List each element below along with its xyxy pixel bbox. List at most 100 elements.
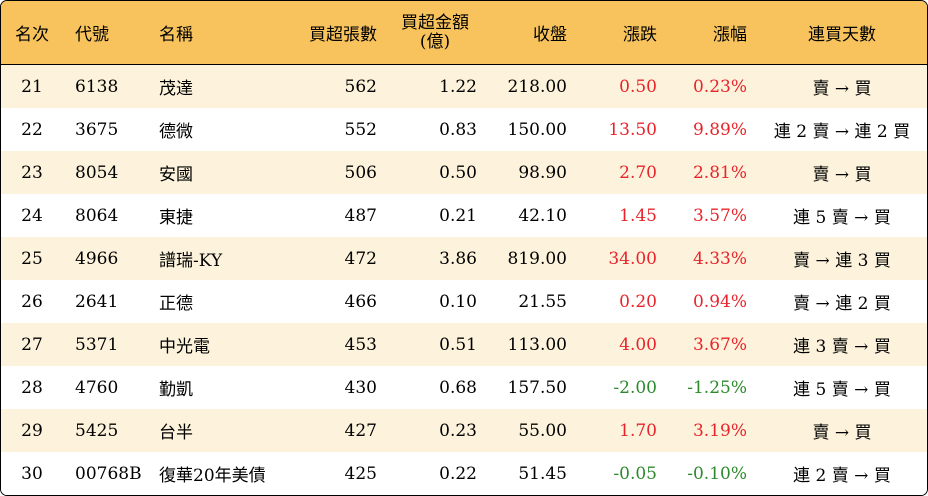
cell-net-buy-lots: 466	[344, 291, 377, 312]
cell-change: 13.50	[608, 119, 657, 140]
cell-net-buy-lots: 425	[344, 463, 377, 484]
cell-name: 復華20年美債	[159, 466, 266, 486]
cell-change: 0.20	[619, 291, 657, 312]
cell-net-buy-lots: 506	[344, 162, 377, 183]
cell-streak: 連 2 賣 → 買	[793, 466, 891, 486]
cell-change: -0.05	[613, 463, 657, 484]
cell-code: 4760	[75, 377, 119, 398]
cell-code: 3675	[75, 119, 119, 140]
cell-rank: 30	[21, 463, 43, 484]
cell-rank: 25	[21, 248, 43, 269]
table-row: 22 3675 德微 552 0.83 150.00 13.50 9.89% 連 2 賣 → 連…	[1, 108, 927, 151]
cell-change-pct: 4.33%	[692, 248, 747, 269]
cell-net-buy-lots: 562	[344, 76, 377, 97]
cell-close: 113.00	[507, 334, 567, 355]
header-net-buy-amount-line1: 買超金額	[401, 12, 469, 33]
cell-change-pct: 3.19%	[692, 420, 747, 441]
cell-change: 34.00	[608, 248, 657, 269]
header-close: 收盤	[533, 25, 567, 45]
cell-close: 55.00	[518, 420, 567, 441]
cell-change-pct: 0.23%	[692, 76, 747, 97]
cell-streak: 連 5 賣 → 買	[793, 208, 891, 228]
cell-close: 21.55	[518, 291, 567, 312]
cell-close: 51.45	[518, 463, 567, 484]
cell-net-buy-amount: 0.50	[439, 162, 477, 183]
cell-rank: 26	[21, 291, 43, 312]
cell-code: 5425	[75, 420, 119, 441]
cell-close: 218.00	[507, 76, 567, 97]
cell-change-pct: -1.25%	[687, 377, 747, 398]
header-name: 名稱	[159, 25, 193, 45]
cell-streak: 連 3 賣 → 買	[793, 337, 891, 357]
table-row: 21 6138 茂達 562 1.22 218.00 0.50 0.23% 賣 → 買	[1, 65, 927, 108]
cell-code: 8054	[75, 162, 119, 183]
cell-streak: 賣 → 連 2 買	[793, 294, 891, 314]
table-row: 26 2641 正德 466 0.10 21.55 0.20 0.94% 賣 → 連 2 買	[1, 280, 927, 323]
cell-code: 6138	[75, 76, 119, 97]
cell-name: 譜瑞-KY	[159, 251, 223, 271]
table-row: 23 8054 安國 506 0.50 98.90 2.70 2.81% 賣 → 買	[1, 151, 927, 194]
cell-change: 1.70	[619, 420, 657, 441]
cell-rank: 29	[21, 420, 43, 441]
cell-code: 8064	[75, 205, 119, 226]
cell-change-pct: 3.57%	[692, 205, 747, 226]
cell-name: 勤凱	[159, 380, 193, 400]
table-row: 24 8064 東捷 487 0.21 42.10 1.45 3.57% 連 5 賣 → 買	[1, 194, 927, 237]
cell-name: 茂達	[159, 79, 193, 99]
cell-change: 1.45	[619, 205, 657, 226]
cell-name: 中光電	[159, 337, 210, 357]
cell-change: -2.00	[613, 377, 657, 398]
cell-net-buy-amount: 0.51	[439, 334, 477, 355]
cell-net-buy-lots: 487	[344, 205, 377, 226]
header-net-buy-lots: 買超張數	[309, 25, 377, 45]
cell-streak: 連 5 賣 → 買	[793, 380, 891, 400]
cell-close: 42.10	[518, 205, 567, 226]
header-code: 代號	[75, 25, 109, 45]
cell-name: 德微	[159, 122, 193, 142]
cell-change-pct: 9.89%	[692, 119, 747, 140]
cell-change-pct: -0.10%	[687, 463, 747, 484]
table-row: 28 4760 勤凱 430 0.68 157.50 -2.00 -1.25% 連 5 賣 → …	[1, 366, 927, 409]
cell-net-buy-amount: 0.68	[439, 377, 477, 398]
cell-net-buy-lots: 453	[344, 334, 377, 355]
header-net-buy-amount: 買超金額 (億)	[393, 1, 477, 64]
cell-code: 5371	[75, 334, 119, 355]
cell-net-buy-amount: 0.10	[439, 291, 477, 312]
cell-net-buy-lots: 430	[344, 377, 377, 398]
cell-change: 2.70	[619, 162, 657, 183]
cell-code: 4966	[75, 248, 119, 269]
table-row: 25 4966 譜瑞-KY 472 3.86 819.00 34.00 4.33% 賣 → 連 …	[1, 237, 927, 280]
cell-change: 0.50	[619, 76, 657, 97]
cell-net-buy-amount: 3.86	[439, 248, 477, 269]
table-row: 27 5371 中光電 453 0.51 113.00 4.00 3.67% 連 3 賣 → 買	[1, 323, 927, 366]
cell-net-buy-lots: 552	[344, 119, 377, 140]
table-row: 29 5425 台半 427 0.23 55.00 1.70 3.19% 賣 → 買	[1, 409, 927, 452]
header-net-buy-amount-line2: (億)	[419, 31, 451, 52]
header-change: 漲跌	[623, 25, 657, 45]
cell-net-buy-lots: 472	[344, 248, 377, 269]
header-change-pct: 漲幅	[713, 25, 747, 45]
cell-close: 150.00	[507, 119, 567, 140]
cell-net-buy-amount: 1.22	[439, 76, 477, 97]
cell-net-buy-amount: 0.23	[439, 420, 477, 441]
cell-close: 157.50	[507, 377, 567, 398]
cell-streak: 賣 → 連 3 買	[793, 251, 891, 271]
cell-code: 2641	[75, 291, 119, 312]
table-row: 30 00768B 復華20年美債 425 0.22 51.45 -0.05 -0.10% 連 …	[1, 452, 927, 495]
cell-streak: 賣 → 買	[812, 423, 872, 443]
cell-change-pct: 2.81%	[692, 162, 747, 183]
cell-net-buy-lots: 427	[344, 420, 377, 441]
cell-net-buy-amount: 0.83	[439, 119, 477, 140]
cell-streak: 連 2 賣 → 連 2 買	[773, 122, 911, 142]
cell-name: 正德	[159, 294, 193, 314]
cell-rank: 21	[21, 76, 43, 97]
cell-rank: 27	[21, 334, 43, 355]
cell-change-pct: 0.94%	[692, 291, 747, 312]
cell-rank: 24	[21, 205, 43, 226]
cell-streak: 賣 → 買	[812, 165, 872, 185]
cell-rank: 28	[21, 377, 43, 398]
cell-rank: 23	[21, 162, 43, 183]
header-streak: 連買天數	[808, 25, 876, 45]
cell-name: 東捷	[159, 208, 193, 228]
